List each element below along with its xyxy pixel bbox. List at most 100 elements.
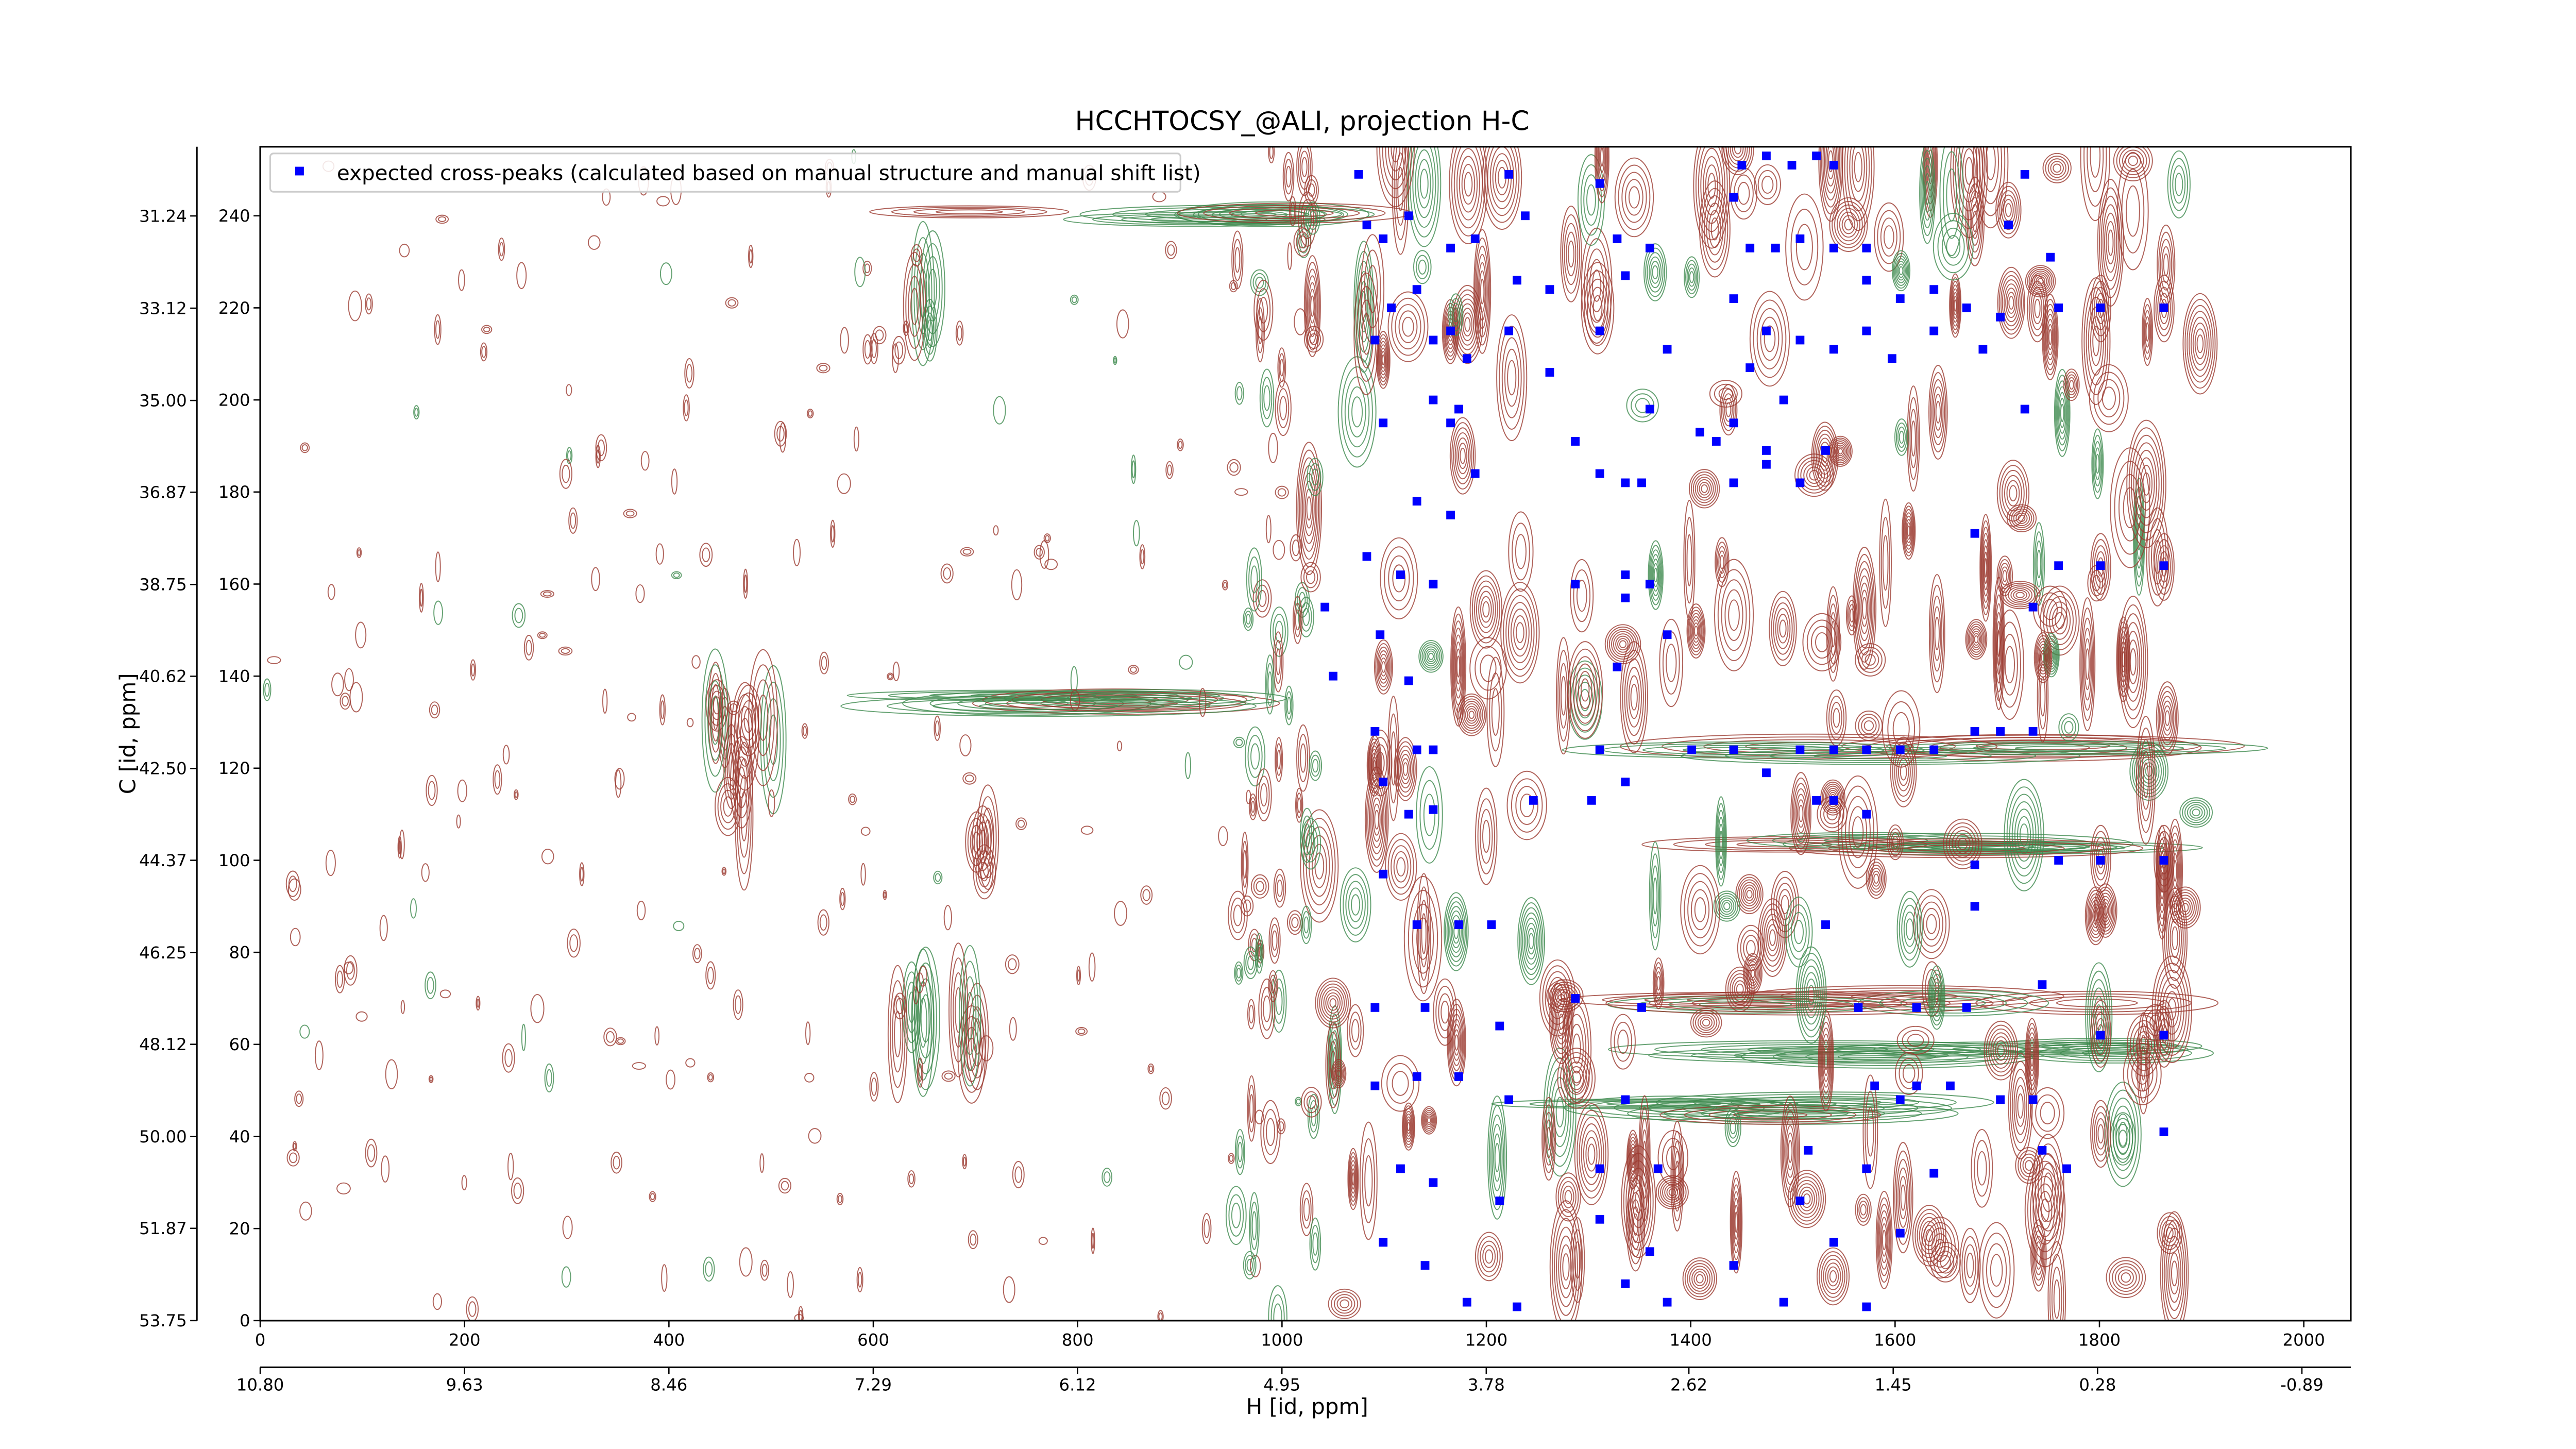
contour (1577, 1109, 1606, 1199)
contour (1474, 237, 1490, 346)
contour (1364, 249, 1381, 329)
contour (905, 264, 924, 349)
y2-tick-label: 53.75 (139, 1311, 187, 1330)
contour (1449, 910, 1463, 953)
contour (2040, 1198, 2050, 1222)
contour (1687, 881, 1713, 939)
contour (1428, 652, 1434, 660)
contour (1359, 281, 1368, 333)
contour (1594, 146, 1609, 204)
contour (1836, 208, 1860, 242)
contour (1493, 1133, 1501, 1182)
contour (1841, 734, 2245, 757)
contour (1851, 146, 1865, 192)
y-tick-label: 240 (218, 206, 250, 226)
contour (579, 862, 585, 886)
contour (514, 608, 523, 624)
contour (1690, 889, 1710, 931)
contour (1653, 962, 1664, 1005)
contour (1595, 146, 1608, 197)
contour (970, 1234, 977, 1246)
contour (425, 971, 436, 1000)
contour (1816, 1247, 1850, 1306)
contour (498, 237, 505, 261)
cross-peak-marker (2028, 727, 2038, 736)
contour (1462, 312, 1473, 336)
contour (1769, 750, 1992, 762)
contour (290, 928, 301, 947)
cross-peak-marker (1912, 1003, 1921, 1012)
contour (2035, 635, 2052, 681)
contour (1249, 1094, 1254, 1123)
contour (2123, 487, 2137, 529)
contour (730, 703, 738, 713)
contour (413, 405, 420, 419)
contour (1725, 402, 1732, 417)
contour (1838, 775, 1878, 889)
contour (2058, 713, 2079, 742)
contour (2008, 1052, 2033, 1159)
contour (1045, 535, 1050, 542)
contour (1802, 965, 1821, 1025)
contour (2145, 765, 2153, 777)
cross-peak-marker (2159, 856, 2168, 865)
contour (293, 1142, 297, 1150)
contour (1259, 297, 1268, 324)
contour (1309, 750, 1323, 781)
contour (1628, 675, 1640, 719)
contour (1697, 479, 1712, 498)
cross-peak-marker (1404, 676, 1413, 685)
contour (1614, 1021, 1633, 1062)
contour (1829, 1270, 1837, 1283)
contour (1247, 955, 1255, 970)
contour (1570, 559, 1594, 633)
contour (587, 235, 601, 250)
contour (1899, 1058, 1919, 1089)
contour (1374, 639, 1393, 695)
contour (1296, 442, 1323, 576)
contour (2157, 545, 2171, 589)
contour (2048, 329, 2053, 345)
contour (1250, 743, 1260, 770)
contour (1559, 663, 1568, 729)
contour (1990, 1032, 2012, 1069)
contour (1317, 980, 1349, 1026)
contour (2137, 1012, 2150, 1115)
contour (1933, 606, 1941, 661)
contour (1364, 1155, 1373, 1207)
contour (1988, 1028, 2014, 1073)
contour (1619, 640, 1627, 648)
contour (1858, 989, 2049, 1017)
contour (1294, 602, 1301, 637)
cross-peak-marker (1621, 1279, 1630, 1288)
contour (2146, 507, 2169, 606)
contour (1696, 1274, 1704, 1284)
contour (1300, 562, 1321, 593)
legend-marker (295, 166, 304, 176)
contour (2102, 902, 2110, 919)
contour (708, 1074, 713, 1081)
contour (1922, 165, 1933, 221)
contour (2117, 626, 2129, 693)
contour (1858, 647, 1883, 673)
contour (2094, 1012, 2108, 1056)
contour (848, 793, 857, 805)
contour (1701, 484, 1708, 493)
contour (2045, 314, 2055, 361)
contour (336, 1182, 351, 1195)
contour (1911, 420, 1916, 457)
contour (726, 743, 736, 790)
contour (799, 1309, 803, 1321)
contour (1858, 714, 1880, 738)
contour (1733, 1198, 1740, 1247)
contour (1730, 1120, 1736, 1135)
x2-tick-label: 9.63 (446, 1375, 483, 1395)
contour (1425, 1113, 1433, 1127)
contour (2036, 549, 2042, 579)
contour (1491, 688, 1500, 736)
contour (1236, 1135, 1244, 1169)
contour (1291, 917, 1299, 928)
contour (2091, 428, 2104, 499)
contour (1356, 286, 1377, 382)
contour (853, 426, 859, 452)
